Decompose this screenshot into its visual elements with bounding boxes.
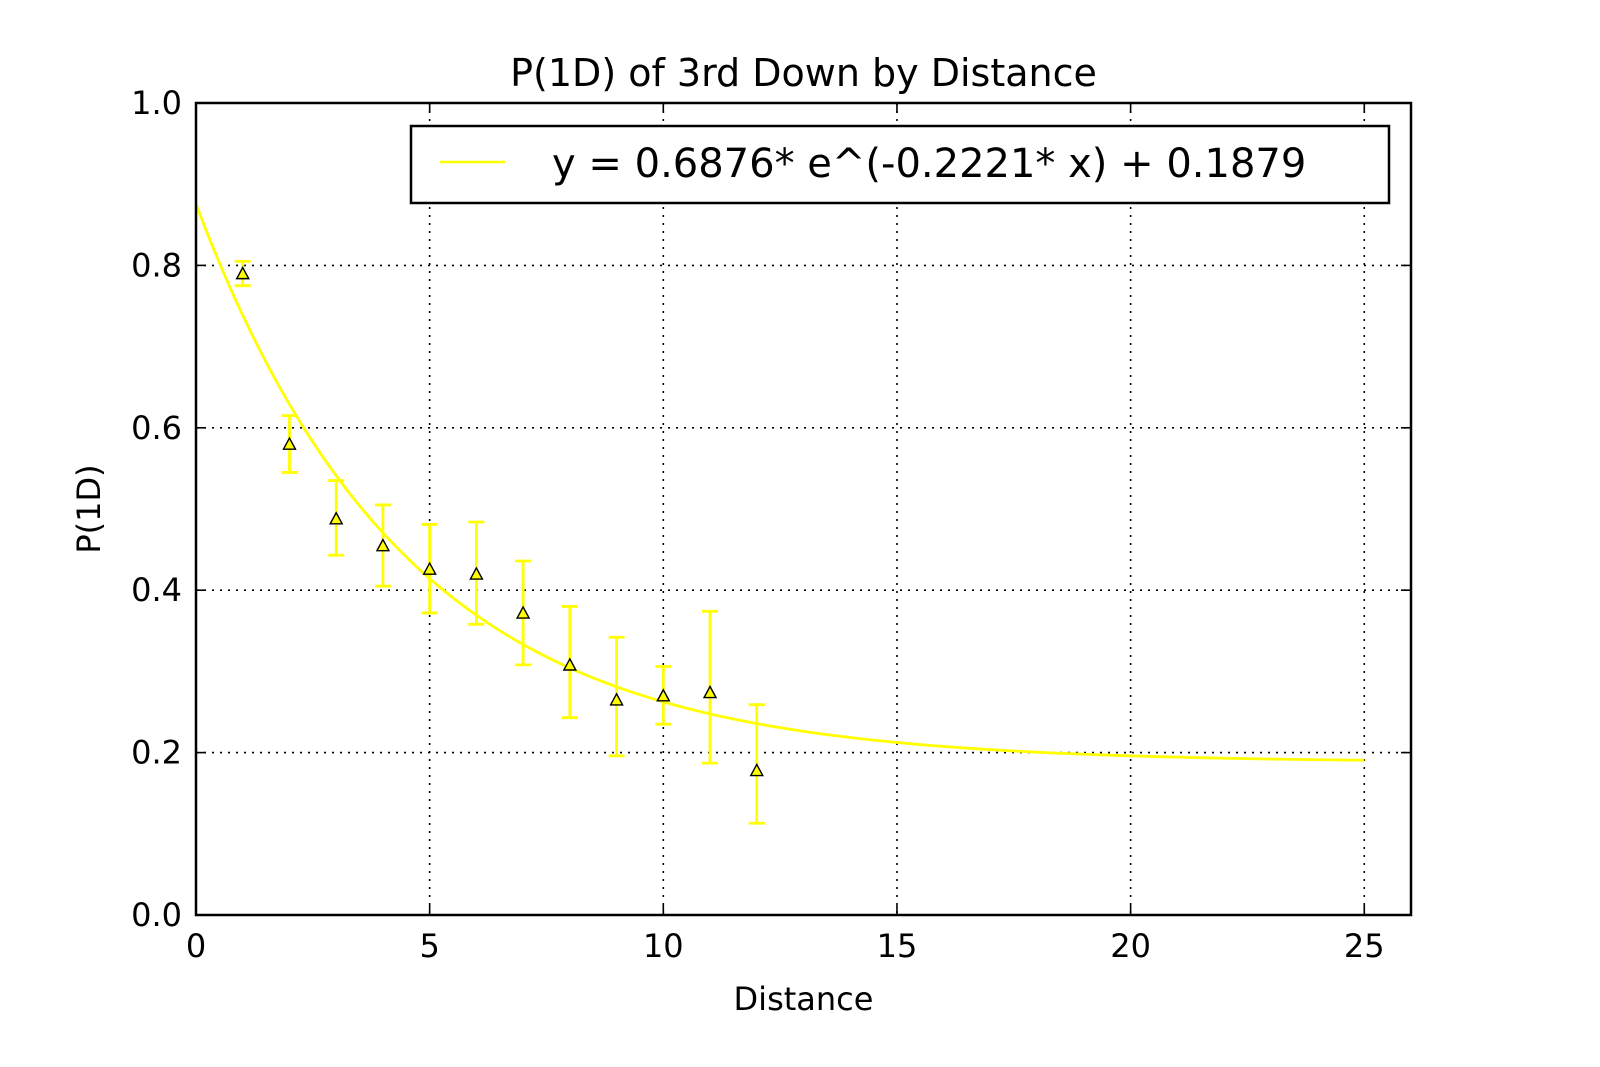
x-tick-label: 25 [1344, 927, 1385, 965]
tick-label-layer: 0 5 10 15 20 25 0.0 0.2 0.4 0.6 0.8 1.0 [131, 84, 1385, 965]
data-point-marker [562, 657, 578, 671]
y-axis-label: P(1D) [70, 464, 108, 553]
data-point-marker [749, 762, 764, 777]
fit-curve [194, 203, 1365, 762]
x-tick-label: 20 [1110, 927, 1151, 965]
x-tick-label: 15 [877, 927, 918, 965]
data-point-marker [656, 688, 671, 702]
legend-label: y = 0.6876* e^(-0.2221* x) + 0.1879 [552, 141, 1306, 187]
y-tick-label: 0.6 [131, 409, 182, 447]
legend-box [409, 124, 1391, 205]
y-tick-label: 0.8 [131, 246, 182, 284]
marker-layer [235, 266, 764, 777]
x-tick-label: 10 [643, 927, 684, 965]
fit-layer [194, 203, 1365, 762]
data-point-marker [329, 511, 344, 525]
x-tick-label: 5 [419, 927, 439, 965]
data-point-marker [422, 561, 437, 575]
y-tick-label: 0.0 [131, 896, 182, 934]
data-point-marker [375, 538, 391, 552]
data-point-marker [702, 685, 718, 699]
x-tick-label: 0 [186, 927, 206, 965]
data-point-marker [515, 605, 531, 619]
data-point-marker [235, 266, 250, 280]
x-axis-label: Distance [734, 980, 874, 1018]
y-tick-label: 0.2 [131, 734, 182, 772]
plot-frame [194, 101, 1413, 917]
data-point-marker [469, 566, 484, 580]
tick-layer [195, 102, 1411, 916]
legend: y = 0.6876* e^(-0.2221* x) + 0.1879 [409, 124, 1391, 205]
data-point-marker [282, 436, 297, 450]
data-point-marker [609, 692, 624, 706]
chart-title: P(1D) of 3rd Down by Distance [510, 51, 1097, 95]
y-tick-label: 0.4 [131, 571, 182, 609]
y-tick-label: 1.0 [131, 84, 182, 122]
